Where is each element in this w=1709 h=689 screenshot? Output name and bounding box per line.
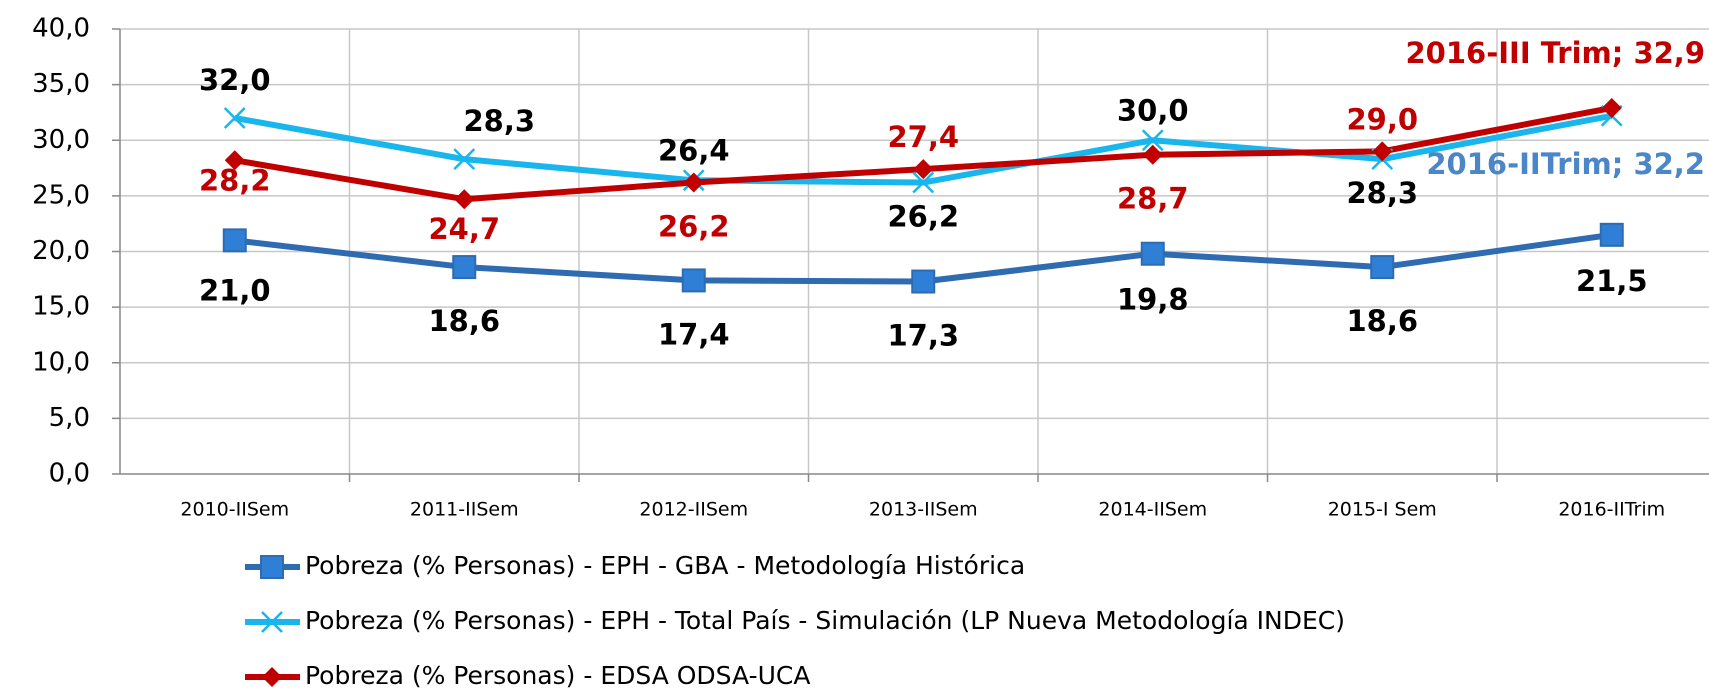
- x-tick-label: 2011-IISem: [410, 499, 519, 521]
- data-label: 30,0: [1117, 93, 1189, 127]
- y-tick-label: 15,0: [32, 292, 90, 322]
- marker: [454, 189, 475, 210]
- data-label: 26,4: [658, 133, 730, 167]
- data-label: 17,4: [658, 317, 730, 351]
- y-tick-label: 0,0: [49, 459, 90, 489]
- marker: [452, 255, 477, 280]
- marker: [1141, 129, 1164, 152]
- legend-label: Pobreza (% Personas) - EDSA ODSA-UCA: [305, 661, 810, 689]
- x-tick-label: 2012-IISem: [639, 499, 748, 521]
- x-tick-label: 2013-IISem: [869, 499, 978, 521]
- marker: [223, 107, 246, 129]
- marker: [224, 150, 245, 171]
- data-label: 21,5: [1576, 264, 1648, 298]
- data-label: 18,6: [428, 304, 500, 338]
- data-label: 26,2: [658, 210, 730, 244]
- marker: [1601, 97, 1622, 118]
- legend-label: Pobreza (% Personas) - EPH - GBA - Metod…: [305, 551, 1025, 580]
- data-label: 27,4: [887, 120, 959, 154]
- data-label: 28,7: [1117, 182, 1189, 216]
- marker: [1140, 241, 1165, 266]
- data-label: 21,0: [199, 273, 271, 307]
- y-tick-label: 10,0: [32, 347, 90, 377]
- marker: [913, 159, 934, 180]
- marker: [1370, 255, 1395, 280]
- y-tick-label: 25,0: [32, 180, 90, 210]
- marker: [683, 172, 704, 193]
- marker: [911, 269, 936, 294]
- data-label: 19,8: [1117, 283, 1189, 317]
- legend-label: Pobreza (% Personas) - EPH - Total País …: [305, 606, 1345, 635]
- marker: [1142, 144, 1163, 165]
- data-label: 32,0: [199, 63, 271, 97]
- data-label: 26,2: [887, 200, 959, 234]
- y-tick-label: 40,0: [32, 14, 90, 44]
- x-tick-label: 2010-IISem: [180, 499, 289, 521]
- x-tick-label: 2015-I Sem: [1328, 499, 1437, 521]
- data-label: 28,2: [199, 163, 271, 197]
- x-tick-label: 2014-IISem: [1098, 499, 1207, 521]
- marker: [681, 268, 706, 293]
- y-tick-label: 30,0: [32, 125, 90, 155]
- marker: [262, 667, 282, 687]
- data-label: 28,3: [463, 104, 535, 138]
- data-label: 18,6: [1346, 304, 1418, 338]
- marker: [222, 228, 247, 253]
- y-tick-label: 20,0: [32, 236, 90, 266]
- x-tick-label: 2016-IITrim: [1558, 499, 1665, 521]
- marker: [1599, 222, 1624, 247]
- y-tick-label: 5,0: [49, 403, 90, 433]
- data-label: 24,7: [428, 212, 500, 246]
- marker: [1372, 141, 1393, 162]
- data-label: 17,3: [887, 319, 959, 353]
- marker: [912, 171, 935, 194]
- data-label: 28,3: [1346, 176, 1418, 210]
- marker: [261, 611, 283, 633]
- marker: [260, 555, 284, 579]
- data-label: 2016-IITrim; 32,2: [1426, 147, 1705, 181]
- data-label: 29,0: [1346, 102, 1418, 136]
- data-label: 2016-III Trim; 32,9: [1405, 36, 1705, 70]
- marker: [453, 148, 476, 171]
- y-tick-label: 35,0: [32, 69, 90, 99]
